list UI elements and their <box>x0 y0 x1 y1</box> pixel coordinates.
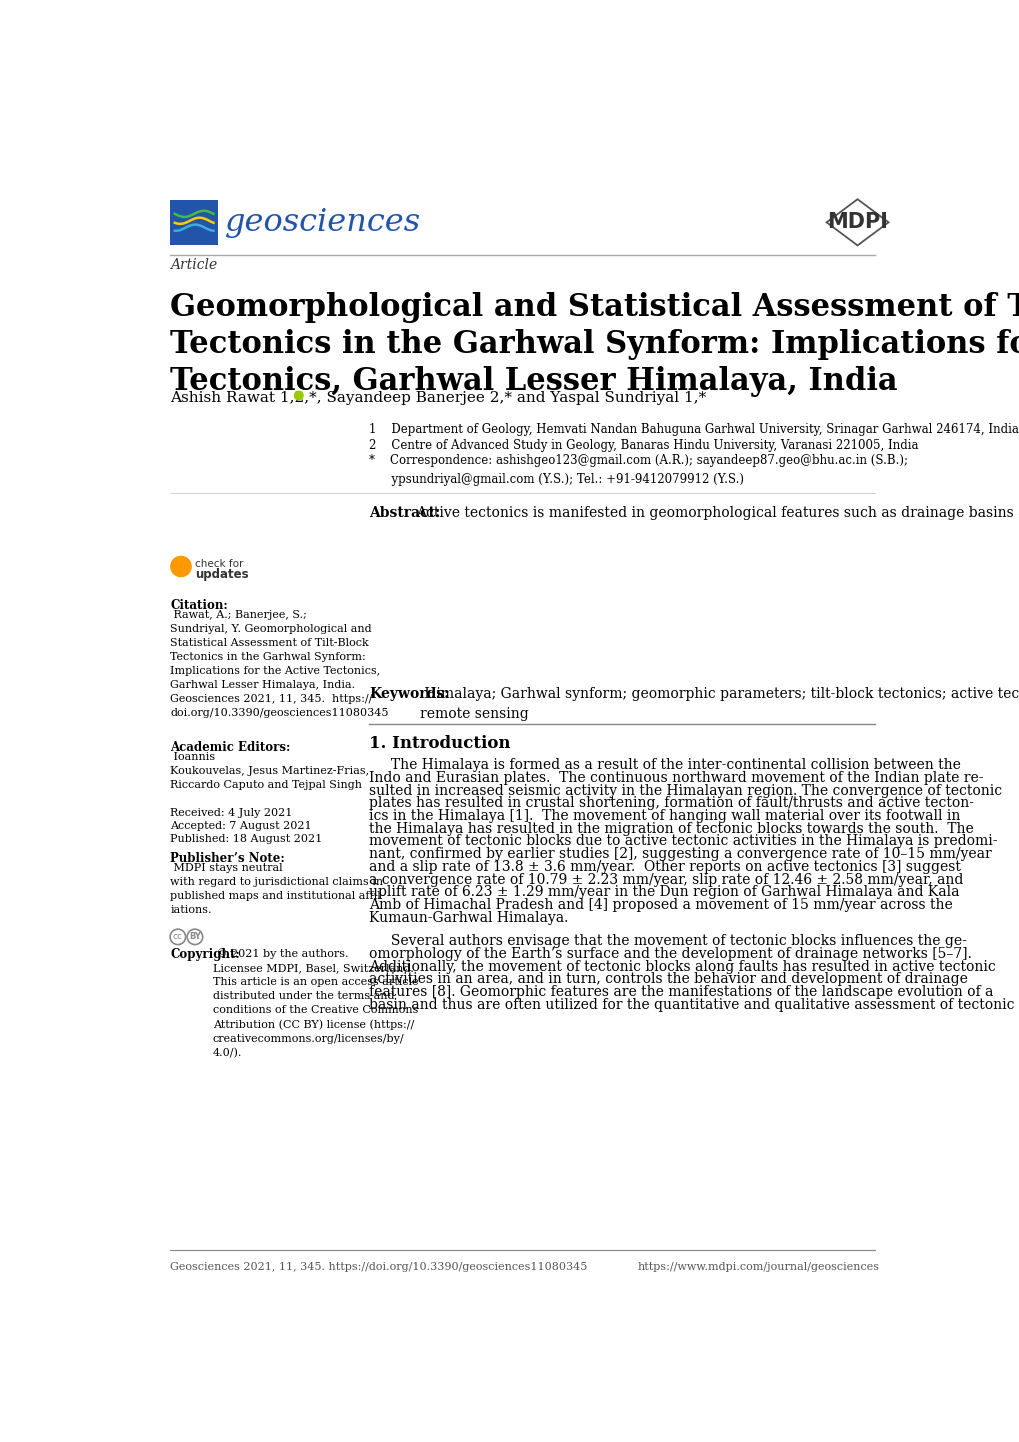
Text: *    Correspondence: ashishgeo123@gmail.com (A.R.); sayandeep87.geo@bhu.ac.in (S: * Correspondence: ashishgeo123@gmail.com… <box>369 454 907 486</box>
Text: geosciences: geosciences <box>225 206 421 238</box>
Text: ✓: ✓ <box>174 558 187 572</box>
Text: Several authors envisage that the movement of tectonic blocks influences the ge-: Several authors envisage that the moveme… <box>369 934 966 949</box>
Text: Additionally, the movement of tectonic blocks along faults has resulted in activ: Additionally, the movement of tectonic b… <box>369 959 996 973</box>
Text: BY: BY <box>189 933 201 942</box>
Text: the Himalaya has resulted in the migration of tectonic blocks towards the south.: the Himalaya has resulted in the migrati… <box>369 822 973 836</box>
Text: and a slip rate of 13.8 ± 3.6 mm/year.  Other reports on active tectonics [3] su: and a slip rate of 13.8 ± 3.6 mm/year. O… <box>369 859 960 874</box>
Text: Amb of Himachal Pradesh and [4] proposed a movement of 15 mm/year across the: Amb of Himachal Pradesh and [4] proposed… <box>369 898 952 911</box>
Circle shape <box>170 555 192 577</box>
FancyBboxPatch shape <box>170 200 218 245</box>
Text: Academic Editors:: Academic Editors: <box>170 741 290 754</box>
Text: a convergence rate of 10.79 ± 2.23 mm/year, slip rate of 12.46 ± 2.58 mm/year, a: a convergence rate of 10.79 ± 2.23 mm/ye… <box>369 872 963 887</box>
Text: activities in an area, and in turn, controls the behavior and development of dra: activities in an area, and in turn, cont… <box>369 972 967 986</box>
Text: Copyright:: Copyright: <box>170 949 239 962</box>
Text: https://www.mdpi.com/journal/geosciences: https://www.mdpi.com/journal/geosciences <box>637 1262 878 1272</box>
Text: omorphology of the Earth’s surface and the development of drainage networks [5–7: omorphology of the Earth’s surface and t… <box>369 947 971 960</box>
Text: 1. Introduction: 1. Introduction <box>369 735 511 753</box>
Text: sulted in increased seismic activity in the Himalayan region. The convergence of: sulted in increased seismic activity in … <box>369 783 1002 797</box>
Text: Geosciences 2021, 11, 345. https://doi.org/10.3390/geosciences11080345: Geosciences 2021, 11, 345. https://doi.o… <box>170 1262 587 1272</box>
Text: features [8]. Geomorphic features are the manifestations of the landscape evolut: features [8]. Geomorphic features are th… <box>369 985 993 999</box>
Text: Publisher’s Note:: Publisher’s Note: <box>170 852 284 865</box>
Text: MDPI stays neutral
with regard to jurisdictional claims in
published maps and in: MDPI stays neutral with regard to jurisd… <box>170 862 384 916</box>
Text: nant, confirmed by earlier studies [2], suggesting a convergence rate of 10–15 m: nant, confirmed by earlier studies [2], … <box>369 848 991 861</box>
Text: 1    Department of Geology, Hemvati Nandan Bahuguna Garhwal University, Srinagar: 1 Department of Geology, Hemvati Nandan … <box>369 424 1018 437</box>
Text: plates has resulted in crustal shortening, formation of fault/thrusts and active: plates has resulted in crustal shortenin… <box>369 796 973 810</box>
Text: Article: Article <box>170 258 217 273</box>
Text: Accepted: 7 August 2021: Accepted: 7 August 2021 <box>170 820 312 831</box>
Circle shape <box>293 391 304 401</box>
Text: uplift rate of 6.23 ± 1.29 mm/year in the Dun region of Garhwal Himalaya and Kal: uplift rate of 6.23 ± 1.29 mm/year in th… <box>369 885 959 900</box>
Text: Rawat, A.; Banerjee, S.;
Sundriyal, Y. Geomorphological and
Statistical Assessme: Rawat, A.; Banerjee, S.; Sundriyal, Y. G… <box>170 610 388 718</box>
Text: Himalaya; Garhwal synform; geomorphic parameters; tilt-block tectonics; active t: Himalaya; Garhwal synform; geomorphic pa… <box>420 688 1019 721</box>
Text: Ioannis
Koukouvelas, Jesus Martinez-Frias,
Riccardo Caputo and Tejpal Singh: Ioannis Koukouvelas, Jesus Martinez-Fria… <box>170 753 369 790</box>
Text: 2    Centre of Advanced Study in Geology, Banaras Hindu University, Varanasi 221: 2 Centre of Advanced Study in Geology, B… <box>369 438 918 451</box>
Text: © 2021 by the authors.
Licensee MDPI, Basel, Switzerland.
This article is an ope: © 2021 by the authors. Licensee MDPI, Ba… <box>213 949 418 1058</box>
Text: Kumaun-Garhwal Himalaya.: Kumaun-Garhwal Himalaya. <box>369 911 569 924</box>
Text: Abstract:: Abstract: <box>369 506 440 519</box>
Text: ics in the Himalaya [1].  The movement of hanging wall material over its footwal: ics in the Himalaya [1]. The movement of… <box>369 809 960 823</box>
Text: basin and thus are often utilized for the quantitative and qualitative assessmen: basin and thus are often utilized for th… <box>369 998 1014 1012</box>
Text: Received: 4 July 2021: Received: 4 July 2021 <box>170 808 292 818</box>
Text: Ashish Rawat 1,2,*, Sayandeep Banerjee 2,* and Yaspal Sundriyal 1,*: Ashish Rawat 1,2,*, Sayandeep Banerjee 2… <box>170 391 706 405</box>
Text: Active tectonics is manifested in geomorphological features such as drainage bas: Active tectonics is manifested in geomor… <box>416 506 1019 521</box>
Text: movement of tectonic blocks due to active tectonic activities in the Himalaya is: movement of tectonic blocks due to activ… <box>369 835 997 848</box>
Text: iD: iD <box>294 392 303 398</box>
Text: The Himalaya is formed as a result of the inter-continental collision between th: The Himalaya is formed as a result of th… <box>369 758 960 773</box>
Text: Published: 18 August 2021: Published: 18 August 2021 <box>170 833 322 844</box>
Text: cc: cc <box>172 933 182 942</box>
Text: check for: check for <box>195 559 244 568</box>
Text: MDPI: MDPI <box>826 212 888 232</box>
Text: Indo and Eurasian plates.  The continuous northward movement of the Indian plate: Indo and Eurasian plates. The continuous… <box>369 771 983 784</box>
Text: Geomorphological and Statistical Assessment of Tilt-Block
Tectonics in the Garhw: Geomorphological and Statistical Assessm… <box>170 293 1019 398</box>
Text: Keywords:: Keywords: <box>369 688 449 701</box>
Text: updates: updates <box>195 568 249 581</box>
Text: Citation:: Citation: <box>170 598 227 611</box>
